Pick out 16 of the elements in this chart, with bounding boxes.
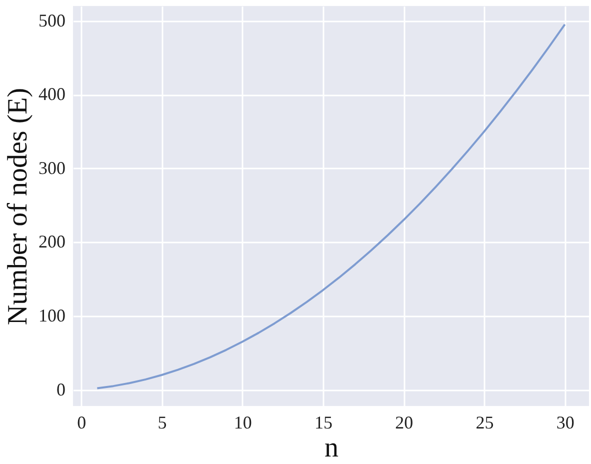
y-tick-label: 400 — [38, 84, 66, 104]
x-axis-title: n — [324, 432, 338, 464]
y-tick-label: 200 — [38, 232, 66, 252]
x-tick-label: 30 — [556, 412, 574, 432]
x-tick-label: 15 — [314, 412, 332, 432]
y-tick-label: 100 — [38, 305, 66, 326]
x-tick-label: 5 — [158, 412, 167, 432]
x-tick-label: 0 — [77, 412, 86, 432]
line-series — [96, 23, 566, 390]
x-tick-label: 10 — [234, 412, 252, 432]
x-tick-label: 20 — [395, 412, 414, 432]
y-tick-label: 500 — [38, 10, 66, 30]
x-tick-label: 25 — [476, 412, 494, 432]
y-tick-label: 0 — [56, 379, 66, 400]
y-tick-label: 300 — [38, 158, 66, 178]
y-axis-title: Number of nodes (E) — [2, 88, 34, 326]
